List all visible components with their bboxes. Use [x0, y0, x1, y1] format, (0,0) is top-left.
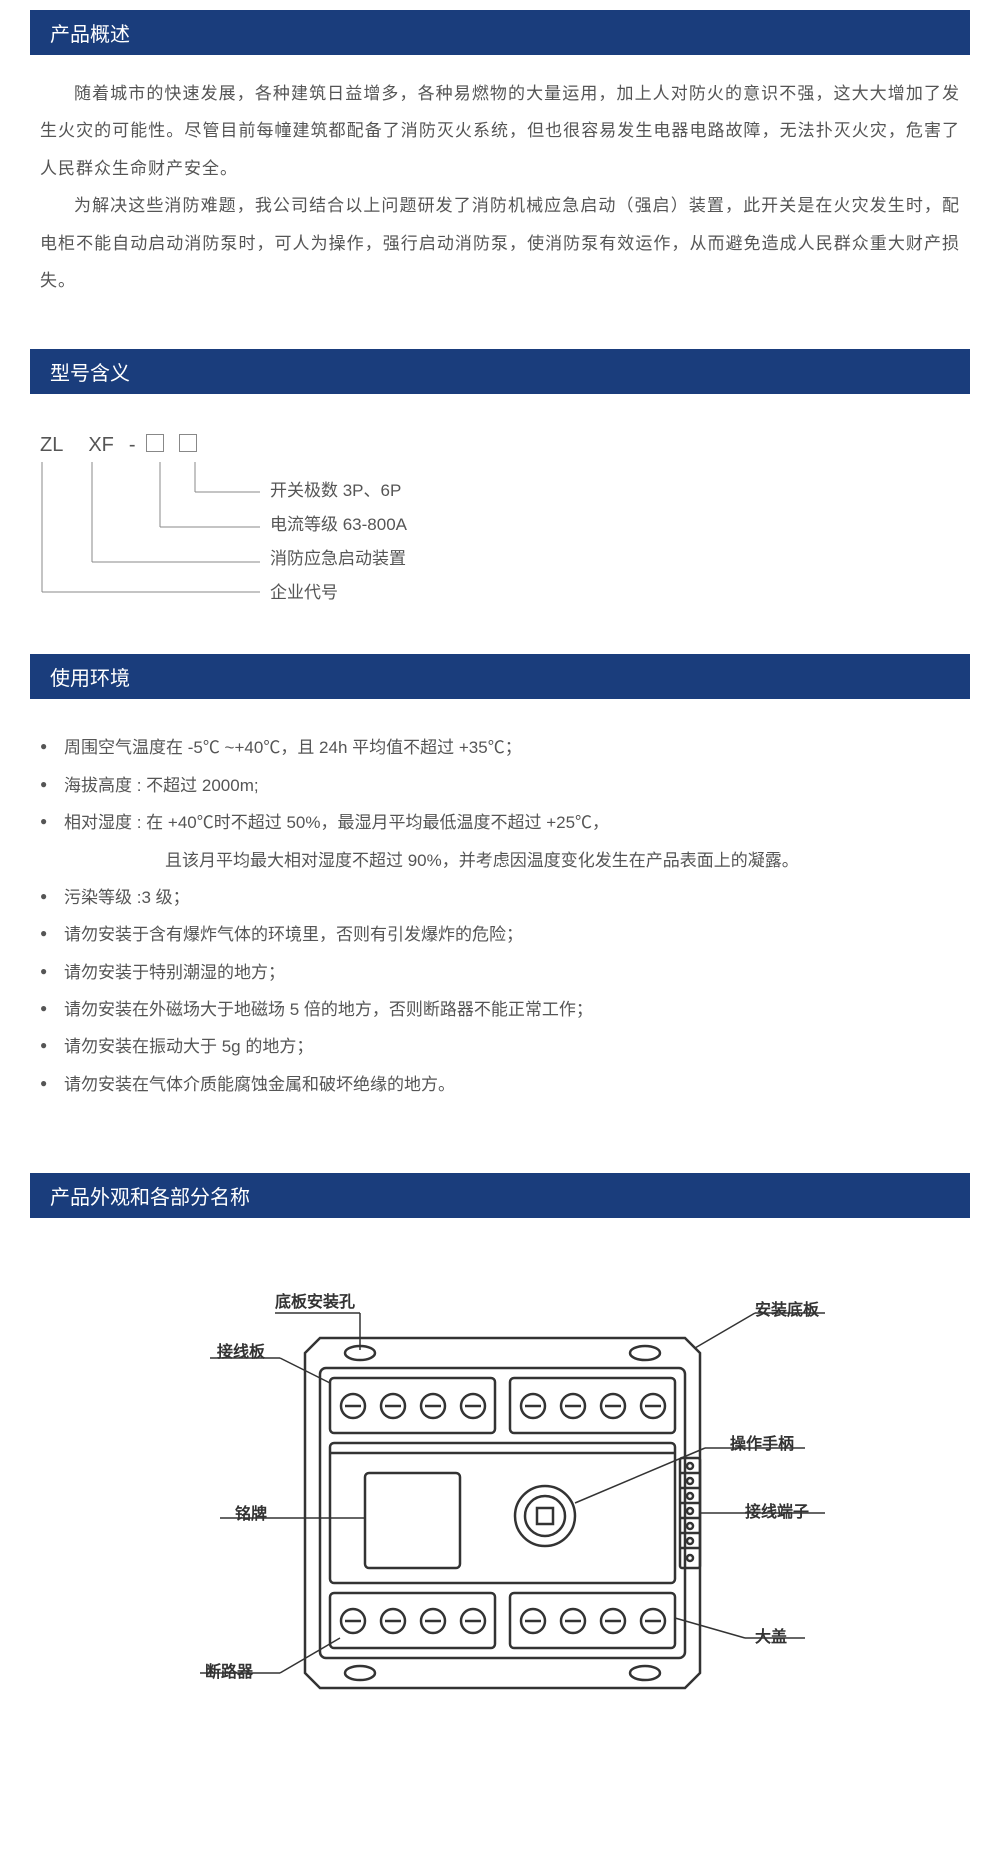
label-mounting-hole: 底板安装孔: [275, 1288, 355, 1312]
section-header-overview: 产品概述: [30, 10, 970, 55]
label-terminal: 接线端子: [745, 1498, 809, 1522]
overview-paragraph-1: 随着城市的快速发展，各种建筑日益增多，各种易燃物的大量运用，加上人对防火的意识不…: [40, 75, 960, 187]
label-terminal-board: 接线板: [217, 1338, 265, 1362]
env-item-1: 周围空气温度在 -5℃ ~+40℃，且 24h 平均值不超过 +35℃；: [40, 729, 960, 766]
model-label-3: 消防应急启动装置: [270, 542, 407, 576]
model-part-box1: [146, 434, 164, 458]
product-diagram: 底板安装孔 接线板 铭牌 断路器 安装底板 操作手柄 接线端子 大盖: [30, 1238, 970, 1788]
model-part-box2: [179, 434, 197, 458]
label-breaker: 断路器: [205, 1658, 253, 1682]
model-part-xf: XF: [88, 434, 114, 458]
env-item-3b: 且该月平均最大相对湿度不超过 90%，并考虑因温度变化发生在产品表面上的凝露。: [40, 842, 960, 879]
label-nameplate: 铭牌: [235, 1500, 267, 1524]
env-item-6: 请勿安装于特别潮湿的地方；: [40, 954, 960, 991]
env-item-3: 相对湿度 : 在 +40℃时不超过 50%，最湿月平均最低温度不超过 +25℃，: [40, 804, 960, 841]
model-part-dash: -: [129, 434, 136, 458]
section-header-appearance: 产品外观和各部分名称: [30, 1173, 970, 1218]
section-header-model: 型号含义: [30, 349, 970, 394]
model-diagram: ZL XF - 开关极数 3P、6P 电: [30, 414, 970, 644]
environment-list: 周围空气温度在 -5℃ ~+40℃，且 24h 平均值不超过 +35℃； 海拔高…: [30, 719, 970, 1163]
model-bracket-svg: [30, 462, 270, 622]
overview-paragraph-2: 为解决这些消防难题，我公司结合以上问题研发了消防机械应急启动（强启）装置，此开关…: [40, 187, 960, 299]
env-item-5: 请勿安装于含有爆炸气体的环境里，否则有引发爆炸的危险；: [40, 916, 960, 953]
env-item-7: 请勿安装在外磁场大于地磁场 5 倍的地方，否则断路器不能正常工作；: [40, 991, 960, 1028]
label-handle: 操作手柄: [730, 1430, 794, 1454]
env-item-2: 海拔高度 : 不超过 2000m;: [40, 767, 960, 804]
model-part-zl: ZL: [40, 434, 63, 458]
env-item-9: 请勿安装在气体介质能腐蚀金属和破坏绝缘的地方。: [40, 1066, 960, 1103]
model-label-4: 企业代号: [270, 576, 407, 610]
env-item-4: 污染等级 :3 级；: [40, 879, 960, 916]
label-mounting-plate: 安装底板: [755, 1296, 819, 1320]
label-cover: 大盖: [755, 1623, 787, 1647]
overview-content: 随着城市的快速发展，各种建筑日益增多，各种易燃物的大量运用，加上人对防火的意识不…: [30, 75, 970, 299]
env-item-8: 请勿安装在振动大于 5g 的地方；: [40, 1028, 960, 1065]
model-label-1: 开关极数 3P、6P: [270, 474, 407, 508]
section-header-environment: 使用环境: [30, 654, 970, 699]
model-label-2: 电流等级 63-800A: [270, 508, 407, 542]
